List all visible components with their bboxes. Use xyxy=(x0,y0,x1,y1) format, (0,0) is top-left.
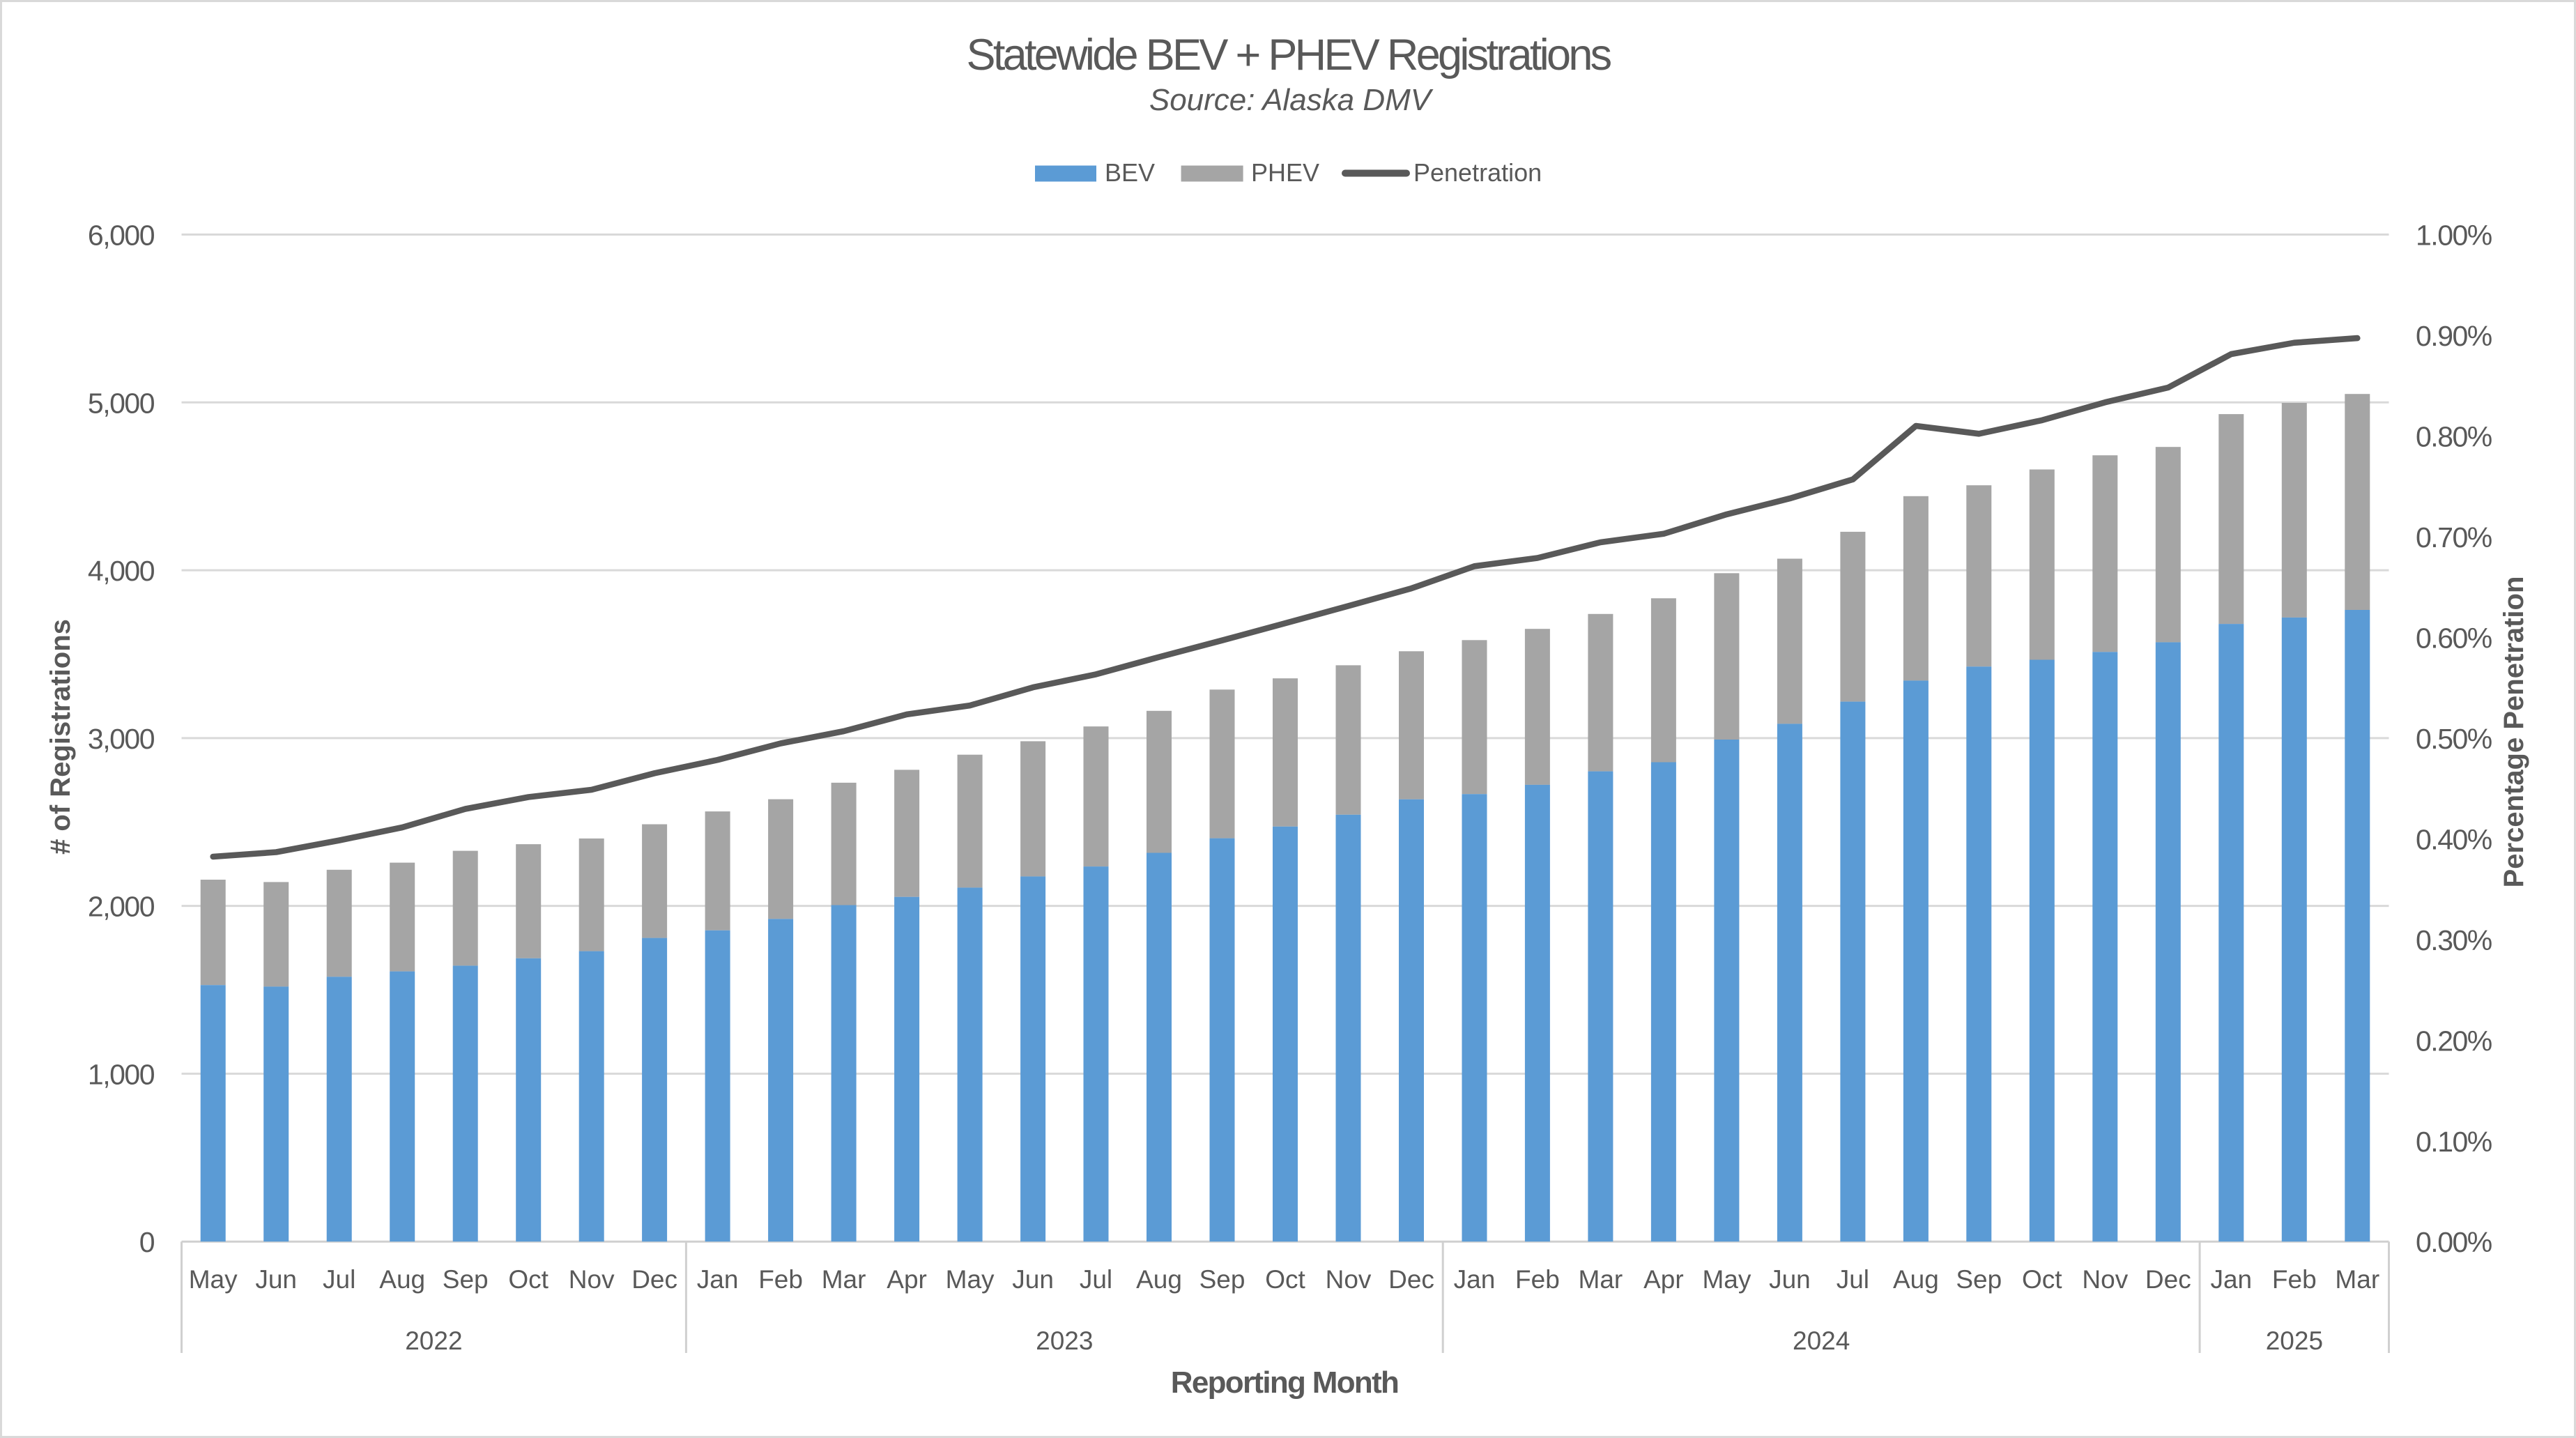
svg-text:Nov: Nov xyxy=(1326,1265,1372,1294)
svg-text:0: 0 xyxy=(139,1226,155,1258)
svg-text:Nov: Nov xyxy=(2082,1265,2128,1294)
svg-text:BEV: BEV xyxy=(1105,158,1155,187)
svg-text:2025: 2025 xyxy=(2266,1326,2323,1355)
svg-text:Nov: Nov xyxy=(569,1265,615,1294)
svg-text:May: May xyxy=(946,1265,995,1294)
svg-text:0.50%: 0.50% xyxy=(2416,723,2492,755)
svg-text:Jul: Jul xyxy=(1080,1265,1112,1294)
svg-text:Dec: Dec xyxy=(2145,1265,2191,1294)
svg-text:Dec: Dec xyxy=(1388,1265,1434,1294)
svg-text:Dec: Dec xyxy=(631,1265,677,1294)
svg-text:Statewide BEV + PHEV Registrat: Statewide BEV + PHEV Registrations xyxy=(967,31,1611,79)
svg-text:5,000: 5,000 xyxy=(88,387,155,419)
svg-text:Jul: Jul xyxy=(323,1265,355,1294)
svg-text:Jun: Jun xyxy=(1769,1265,1811,1294)
svg-text:Jul: Jul xyxy=(1837,1265,1869,1294)
svg-text:Feb: Feb xyxy=(758,1265,803,1294)
svg-text:# of Registrations: # of Registrations xyxy=(45,619,76,855)
svg-text:0.80%: 0.80% xyxy=(2416,421,2492,453)
svg-text:1,000: 1,000 xyxy=(88,1058,155,1090)
svg-text:Oct: Oct xyxy=(2022,1265,2062,1294)
svg-text:Percentage Penetration: Percentage Penetration xyxy=(2499,576,2529,888)
svg-text:4,000: 4,000 xyxy=(88,555,155,587)
svg-text:0.30%: 0.30% xyxy=(2416,924,2492,956)
svg-text:0.20%: 0.20% xyxy=(2416,1025,2492,1057)
svg-text:Apr: Apr xyxy=(887,1265,927,1294)
svg-text:Jan: Jan xyxy=(2210,1265,2252,1294)
svg-text:Sep: Sep xyxy=(1956,1265,2002,1294)
svg-text:Reporting Month: Reporting Month xyxy=(1171,1366,1398,1400)
svg-text:Penetration: Penetration xyxy=(1413,158,1542,187)
svg-text:2023: 2023 xyxy=(1036,1326,1093,1355)
svg-text:Oct: Oct xyxy=(508,1265,549,1294)
svg-text:Aug: Aug xyxy=(379,1265,425,1294)
svg-text:Mar: Mar xyxy=(2335,1265,2379,1294)
svg-text:Jan: Jan xyxy=(697,1265,739,1294)
svg-text:May: May xyxy=(189,1265,238,1294)
svg-text:Jan: Jan xyxy=(1454,1265,1496,1294)
svg-text:Oct: Oct xyxy=(1265,1265,1305,1294)
svg-text:1.00%: 1.00% xyxy=(2416,220,2492,252)
svg-text:Jun: Jun xyxy=(255,1265,297,1294)
svg-text:2022: 2022 xyxy=(405,1326,462,1355)
svg-text:0.70%: 0.70% xyxy=(2416,521,2492,553)
svg-text:Feb: Feb xyxy=(1515,1265,1560,1294)
svg-text:Mar: Mar xyxy=(822,1265,866,1294)
svg-text:Mar: Mar xyxy=(1579,1265,1623,1294)
svg-text:0.00%: 0.00% xyxy=(2416,1226,2492,1258)
svg-text:Sep: Sep xyxy=(443,1265,489,1294)
svg-text:Jun: Jun xyxy=(1012,1265,1054,1294)
svg-text:0.10%: 0.10% xyxy=(2416,1126,2492,1158)
svg-text:Aug: Aug xyxy=(1136,1265,1182,1294)
svg-text:0.40%: 0.40% xyxy=(2416,823,2492,855)
svg-text:3,000: 3,000 xyxy=(88,723,155,755)
svg-text:Feb: Feb xyxy=(2272,1265,2317,1294)
svg-text:Apr: Apr xyxy=(1643,1265,1684,1294)
svg-text:0.60%: 0.60% xyxy=(2416,622,2492,655)
svg-text:2,000: 2,000 xyxy=(88,891,155,923)
svg-text:0.90%: 0.90% xyxy=(2416,320,2492,352)
svg-text:PHEV: PHEV xyxy=(1251,158,1319,187)
svg-text:Aug: Aug xyxy=(1893,1265,1939,1294)
svg-text:6,000: 6,000 xyxy=(88,220,155,252)
svg-text:Source: Alaska DMV: Source: Alaska DMV xyxy=(1149,83,1434,117)
svg-text:2024: 2024 xyxy=(1793,1326,1850,1355)
svg-text:Sep: Sep xyxy=(1199,1265,1245,1294)
svg-text:May: May xyxy=(1702,1265,1751,1294)
